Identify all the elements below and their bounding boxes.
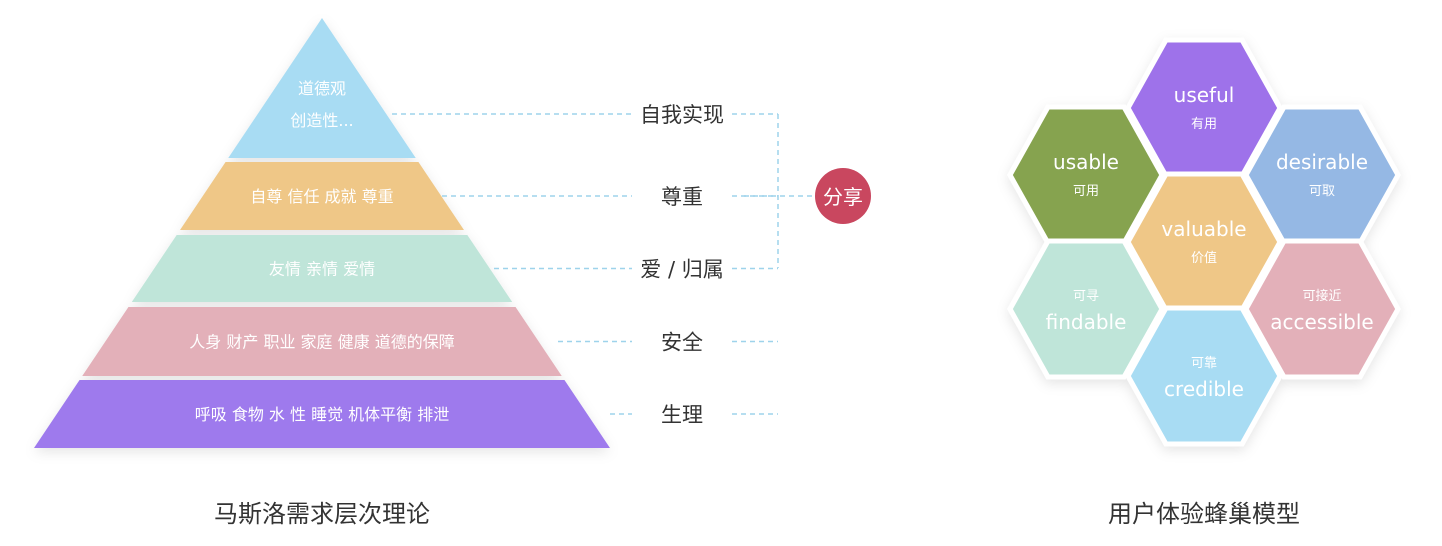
- honeycomb-en-label: findable: [1046, 310, 1127, 334]
- honeycomb-en-label: credible: [1164, 377, 1244, 401]
- need-label: 自我实现: [640, 103, 724, 127]
- need-label: 生理: [661, 403, 703, 427]
- honeycomb-en-label: usable: [1053, 150, 1119, 174]
- share-badge[interactable]: [815, 168, 871, 224]
- need-label: 安全: [661, 331, 703, 355]
- honeycomb-zh-label: 可寻: [1073, 289, 1099, 304]
- honeycomb-en-label: accessible: [1270, 310, 1374, 334]
- pyramid-level-text: 道德观: [298, 79, 346, 98]
- pyramid-level-text: 友情 亲情 爱情: [269, 260, 375, 279]
- pyramid-level-text: 创造性...: [290, 111, 353, 130]
- pyramid-level-1: [228, 18, 416, 158]
- honeycomb-caption: 用户体验蜂巢模型: [1108, 500, 1300, 528]
- ux-honeycomb: [1007, 37, 1401, 447]
- honeycomb-zh-label: 有用: [1191, 117, 1217, 132]
- honeycomb-cell-findable: [1007, 238, 1165, 380]
- pyramid-level-3: [131, 235, 513, 302]
- maslow-pyramid: [34, 18, 610, 448]
- honeycomb-en-label: valuable: [1161, 217, 1246, 241]
- honeycomb-zh-label: 可取: [1309, 184, 1335, 199]
- pyramid-level-4: [82, 307, 562, 376]
- honeycomb-cell-credible: [1125, 305, 1283, 447]
- honeycomb-zh-label: 价值: [1191, 250, 1217, 266]
- share-label: 分享: [823, 185, 863, 209]
- pyramid-level-text: 自尊 信任 成就 尊重: [250, 187, 393, 206]
- pyramid-level-text: 呼吸 食物 水 性 睡觉 机体平衡 排泄: [195, 405, 450, 424]
- honeycomb-zh-label: 可接近: [1302, 288, 1341, 304]
- honeycomb-en-label: useful: [1174, 83, 1235, 107]
- pyramid-connectors: [392, 113, 815, 415]
- honeycomb-en-label: desirable: [1276, 150, 1368, 174]
- need-label: 爱 / 归属: [640, 258, 723, 282]
- honeycomb-zh-label: 可靠: [1191, 356, 1217, 371]
- need-label: 尊重: [661, 185, 703, 209]
- honeycomb-zh-label: 可用: [1073, 184, 1099, 199]
- honeycomb-cell-accessible: [1243, 238, 1401, 380]
- pyramid-level-5: [34, 380, 610, 448]
- pyramid-level-2: [180, 162, 464, 230]
- honeycomb-labels: useful 有用 usable 可用 desirable 可取 valuable 价值 fin…: [1046, 83, 1374, 401]
- pyramid-caption: 马斯洛需求层次理论: [214, 500, 430, 528]
- pyramid-level-text: 人身 财产 职业 家庭 健康 道德的保障: [189, 333, 454, 352]
